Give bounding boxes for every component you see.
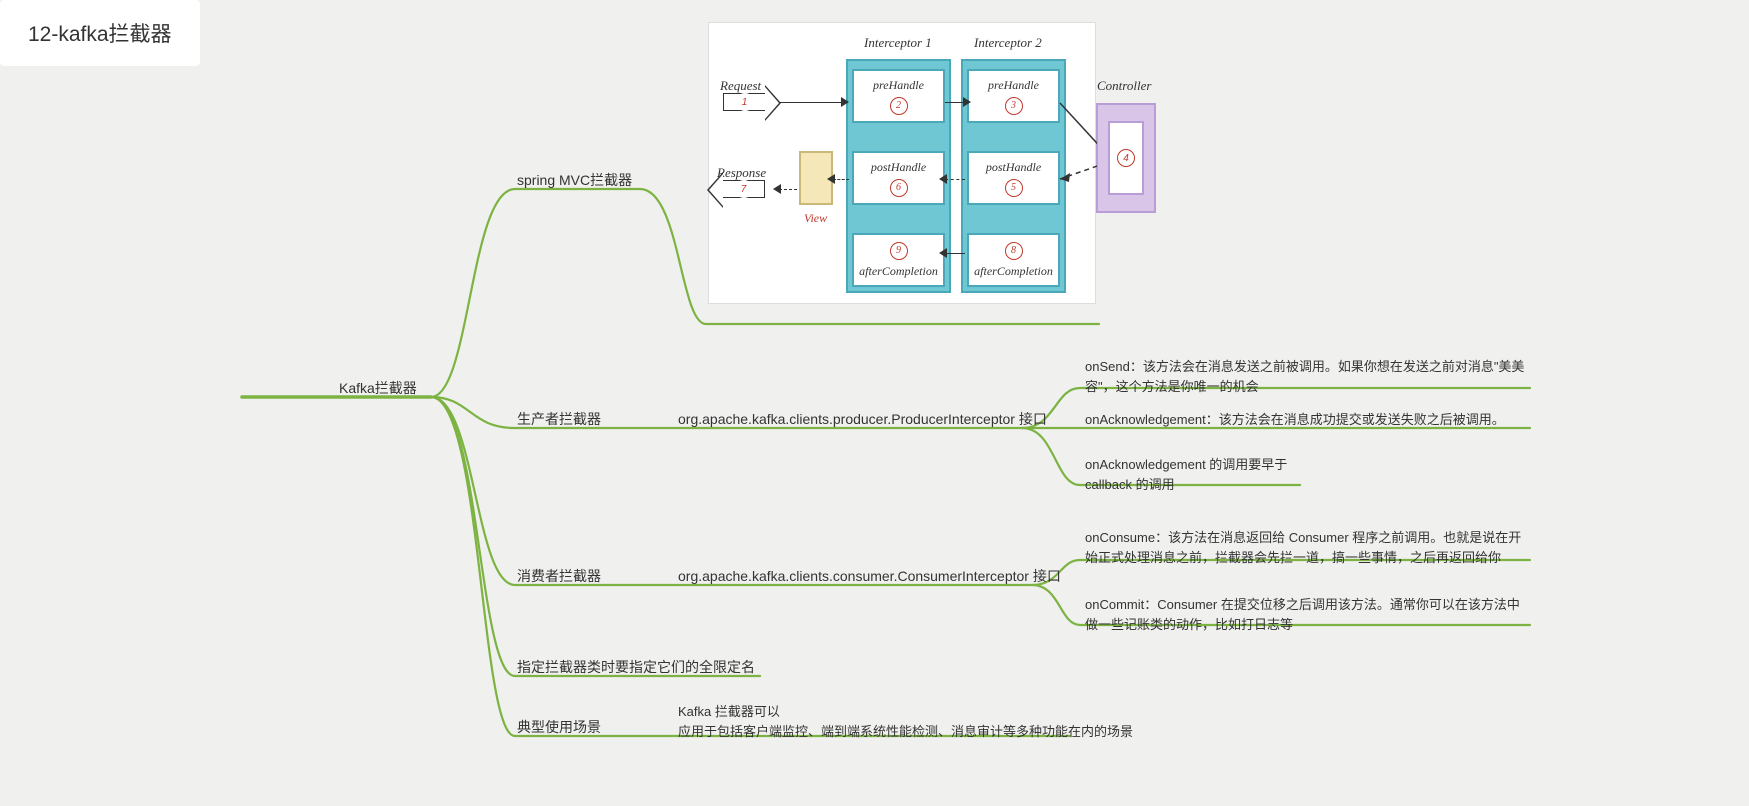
num-3: 3	[1005, 97, 1023, 115]
consumer-interface: org.apache.kafka.clients.consumer.Consum…	[678, 566, 1061, 586]
num-7: 7	[735, 180, 753, 198]
mvc-int1-pre-label: preHandle	[873, 78, 924, 93]
num-1: 1	[736, 93, 754, 111]
root-node[interactable]: 12-kafka拦截器	[0, 0, 200, 66]
consumer-onconsume: onConsume：该方法在消息返回给 Consumer 程序之前调用。也就是说…	[1085, 528, 1525, 567]
num-4: 4	[1117, 149, 1135, 167]
num-6: 6	[890, 179, 908, 197]
usage-text: Kafka 拦截器可以 应用于包括客户端监控、端到端系统性能检测、消息审计等多种…	[678, 702, 1133, 741]
producer-onack: onAcknowledgement：该方法会在消息成功提交或发送失败之后被调用。	[1085, 410, 1505, 430]
mvc-int1-after-label: afterCompletion	[859, 264, 938, 279]
consumer-oncommit: onCommit：Consumer 在提交位移之后调用该方法。通常你可以在该方法…	[1085, 595, 1525, 634]
mvc-int1-post: postHandle 6	[852, 151, 945, 205]
mvc-int2-post-label: postHandle	[986, 160, 1041, 175]
mvc-header-int2: Interceptor 2	[974, 35, 1042, 51]
mvc-int1-pre: preHandle 2	[852, 69, 945, 123]
num-5: 5	[1005, 179, 1023, 197]
branch-usage[interactable]: 典型使用场景	[517, 717, 601, 737]
response-arrow: 7	[723, 180, 765, 198]
branch-fqn[interactable]: 指定拦截器类时要指定它们的全限定名	[517, 657, 755, 677]
producer-onsend: onSend：该方法会在消息发送之前被调用。如果你想在发送之前对消息"美美容"，…	[1085, 357, 1525, 396]
mvc-diagram: Interceptor 1 Interceptor 2 Request Resp…	[708, 22, 1096, 304]
mvc-int1-after: 9 afterCompletion	[852, 233, 945, 287]
mvc-controller-inner: 4	[1108, 121, 1144, 195]
mvc-int2-after: 8 afterCompletion	[967, 233, 1060, 287]
branch-producer[interactable]: 生产者拦截器	[517, 409, 601, 429]
mvc-request-label: Request	[720, 78, 761, 94]
mvc-view-label: View	[804, 211, 827, 226]
producer-onack2: onAcknowledgement 的调用要早于 callback 的调用	[1085, 455, 1287, 494]
num-8: 8	[1005, 242, 1023, 260]
root-label: 12-kafka拦截器	[28, 23, 172, 46]
mvc-int2-post: postHandle 5	[967, 151, 1060, 205]
mvc-header-int1: Interceptor 1	[864, 35, 932, 51]
num-2: 2	[890, 97, 908, 115]
branch-spring-mvc[interactable]: spring MVC拦截器	[517, 170, 632, 190]
branch-consumer[interactable]: 消费者拦截器	[517, 566, 601, 586]
mvc-int2-after-label: afterCompletion	[974, 264, 1053, 279]
mvc-controller-label: Controller	[1097, 78, 1151, 94]
mvc-int2-pre: preHandle 3	[967, 69, 1060, 123]
mvc-int2-pre-label: preHandle	[988, 78, 1039, 93]
mvc-int1-post-label: postHandle	[871, 160, 926, 175]
mvc-response-label: Response	[717, 165, 766, 181]
num-9: 9	[890, 242, 908, 260]
producer-interface: org.apache.kafka.clients.producer.Produc…	[678, 409, 1047, 429]
request-arrow: 1	[723, 93, 765, 111]
branch-kafka[interactable]: Kafka拦截器	[339, 378, 417, 398]
